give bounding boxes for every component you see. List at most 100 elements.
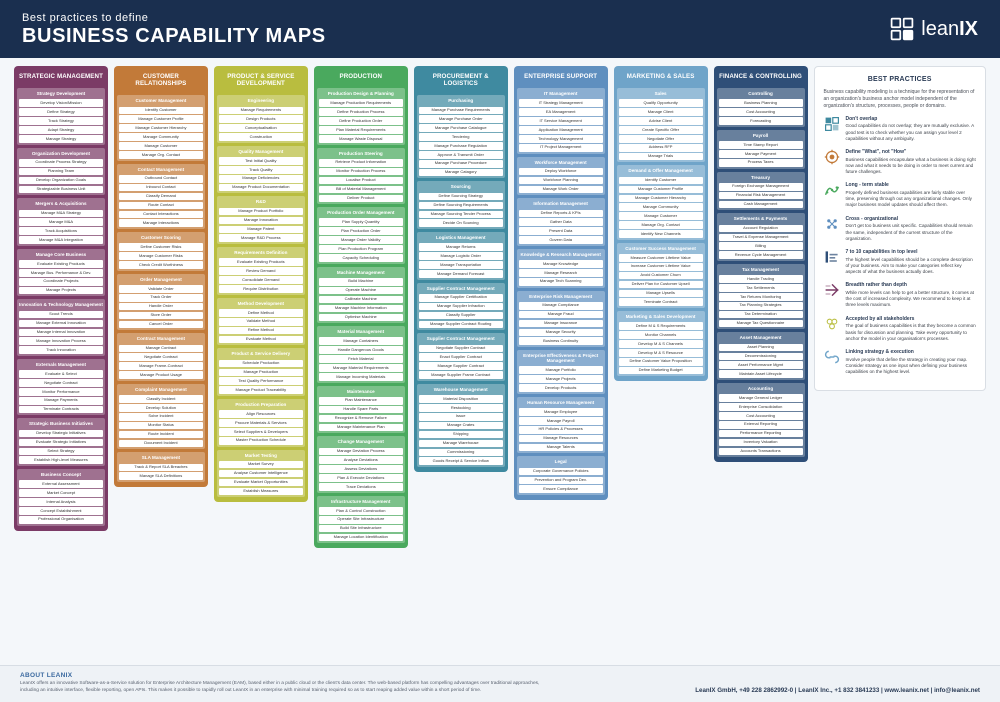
- capability-group: SourcingDefine Sourcing StrategyDefine S…: [417, 181, 505, 229]
- group-title: Contract Management: [119, 335, 203, 343]
- about-head: ABOUT LEANIX: [20, 672, 540, 679]
- group-title: Workforce Management: [519, 159, 603, 167]
- capability-item: Manage Work Order: [519, 186, 603, 194]
- capability-item: Define Sourcing Strategy: [419, 193, 503, 201]
- group-title: Strategic Business Initiatives: [19, 420, 103, 428]
- capability-column: STRATEGIC MANAGEMENTStrategy Development…: [14, 66, 108, 531]
- capability-item: Define Method: [219, 309, 303, 317]
- capability-item: Define Customer Risks: [119, 243, 203, 251]
- capability-item: Manage Payments: [19, 397, 103, 405]
- capability-item: IT Strategy Management: [519, 99, 603, 107]
- capability-item: Test Quality Performance: [219, 377, 303, 385]
- capability-group: Strategy DevelopmentDevelop Vision/Missi…: [17, 88, 105, 145]
- capability-item: Measure Customer Lifetime Value: [619, 254, 703, 262]
- group-title: Settlements & Payments: [719, 215, 803, 223]
- capability-group: TreasuryForeign Exchange ManagementFinan…: [717, 172, 805, 211]
- capability-item: Plan Production Program: [319, 245, 403, 253]
- capability-item: Manage Customer Profile: [619, 186, 703, 194]
- capability-item: Manage Purchase Order: [419, 115, 503, 123]
- capability-item: Localise Product: [319, 177, 403, 185]
- capability-item: Ensure Compliance: [519, 485, 603, 493]
- best-practice-text: 7 to 10 capabilities in top levelThe hig…: [846, 249, 976, 275]
- best-practice-title: Don't overlap: [846, 116, 976, 123]
- capability-group: Customer ScoringDefine Customer RisksMan…: [117, 232, 205, 271]
- capability-column: PRODUCTIONProduction Design & PlanningMa…: [314, 66, 408, 548]
- capability-item: Cash Management: [719, 201, 803, 209]
- capability-item: Manage Product Documentation: [219, 184, 303, 192]
- capability-item: External Reporting: [719, 421, 803, 429]
- capability-item: Scout Trends: [19, 311, 103, 319]
- header-subtitle: Best practices to define: [22, 12, 326, 24]
- group-title: Order Management: [119, 276, 203, 284]
- capability-item: Manage Purchase Requirements: [419, 107, 503, 115]
- capability-item: Cost Accounting: [719, 108, 803, 116]
- capability-item: Govern Data: [519, 236, 603, 244]
- capability-item: Manage Waste Disposal: [319, 135, 403, 143]
- capability-group: Product & Service DeliverySchedule Produ…: [217, 348, 305, 396]
- main-grid: STRATEGIC MANAGEMENTStrategy Development…: [0, 58, 1000, 552]
- capability-item: Qualify Opportunity: [619, 99, 703, 107]
- capability-group: Production Order ManagementPlan Supply Q…: [317, 207, 405, 264]
- capability-item: EA Management: [519, 108, 603, 116]
- capability-item: Analyse Customer Intelligence: [219, 470, 303, 478]
- capability-item: Manage Frame-Contract: [119, 362, 203, 370]
- capability-item: Negotiate Supplier Contract: [419, 345, 503, 353]
- capability-item: Enterprise Consolidation: [719, 403, 803, 411]
- capability-item: Coordinate Projects: [19, 278, 103, 286]
- group-title: Logistics Management: [419, 234, 503, 242]
- capability-item: Manage Knowledge: [519, 260, 603, 268]
- capability-item: Market Survey: [219, 461, 303, 469]
- capability-item: Manage Fraud: [519, 311, 603, 319]
- capability-item: Manage Insurance: [519, 320, 603, 328]
- capability-group: PurchasingManage Purchase RequirementsMa…: [417, 95, 505, 178]
- group-title: Production Design & Planning: [319, 90, 403, 98]
- capability-item: Manage External Innovation: [19, 320, 103, 328]
- capability-item: Tax Determination: [719, 311, 803, 319]
- capability-item: Define Reports & KPIs: [519, 210, 603, 218]
- capability-item: Develop Strategic Initiatives: [19, 430, 103, 438]
- capability-item: Manage Bus. Performance & Dev.: [19, 269, 103, 277]
- capability-group: Change ManagementManage Deviation Proces…: [317, 436, 405, 493]
- capability-group: Information ManagementDefine Reports & K…: [517, 198, 605, 246]
- capability-group: Knowledge & Research ManagementManage Kn…: [517, 249, 605, 288]
- capability-group: Organization DevelopmentCoordinate Proce…: [17, 148, 105, 196]
- capability-group: Strategic Business Initiatives Develop St…: [17, 418, 105, 466]
- capability-group: Quality ManagementTest Initial QualityTr…: [217, 146, 305, 194]
- capability-item: Manage Deviation Process: [319, 448, 403, 456]
- best-practice-item: Define "What", not "How"Business capabil…: [824, 149, 976, 175]
- capability-item: Evaluate & Select: [19, 370, 103, 378]
- capability-item: Decommissioning: [719, 353, 803, 361]
- capability-item: Review Demand: [219, 267, 303, 275]
- capability-item: Build Machine: [319, 278, 403, 286]
- capability-item: Accounts Transactions: [719, 448, 803, 456]
- header: Best practices to define BUSINESS CAPABI…: [0, 0, 1000, 58]
- capability-item: Define M & S Requirements: [619, 322, 703, 330]
- capability-item: Manage Maintenance Plan: [319, 424, 403, 432]
- capability-group: Manage Core BusinessEvaluate Existing Pr…: [17, 249, 105, 297]
- capability-column: MARKETING & SALESSalesQualify Opportunit…: [614, 66, 708, 381]
- best-practice-desc: The highest level capabilities should be…: [846, 257, 973, 274]
- group-title: Production Preparation: [219, 401, 303, 409]
- best-practices-intro: Business capability modeling is a techni…: [824, 89, 976, 109]
- capability-group: SLA ManagementTrack & Report SLA Breache…: [117, 452, 205, 482]
- capability-item: Manage Org. Contact: [619, 221, 703, 229]
- capability-item: Tax Settlements: [719, 284, 803, 292]
- capability-item: Business Continuity: [519, 337, 603, 345]
- capability-item: Manage Deficiencies: [219, 175, 303, 183]
- capability-item: Evaluate Method: [219, 336, 303, 344]
- capability-item: Deliver Plan for Customer Upsell: [619, 281, 703, 289]
- capability-item: Deliver Product: [319, 195, 403, 203]
- capability-item: Address RFP: [619, 144, 703, 152]
- column-title: PRODUCT & SERVICE DEVELOPMENT: [217, 70, 305, 92]
- capability-item: Evaluate Existing Products: [219, 258, 303, 266]
- capability-item: Adapt Strategy: [19, 126, 103, 134]
- capability-item: Manage Customer Hierarchy: [119, 124, 203, 132]
- capability-item: Manage Requirements: [219, 107, 303, 115]
- capability-item: Define Production Process: [319, 108, 403, 116]
- group-title: Product & Service Delivery: [219, 350, 303, 358]
- capability-item: Manage Upsells: [619, 290, 703, 298]
- capability-item: Manage Logistic Order: [419, 252, 503, 260]
- capability-item: Outbound Contact: [119, 175, 203, 183]
- capability-item: Manage Resources: [519, 435, 603, 443]
- group-title: Production Steering: [319, 150, 403, 158]
